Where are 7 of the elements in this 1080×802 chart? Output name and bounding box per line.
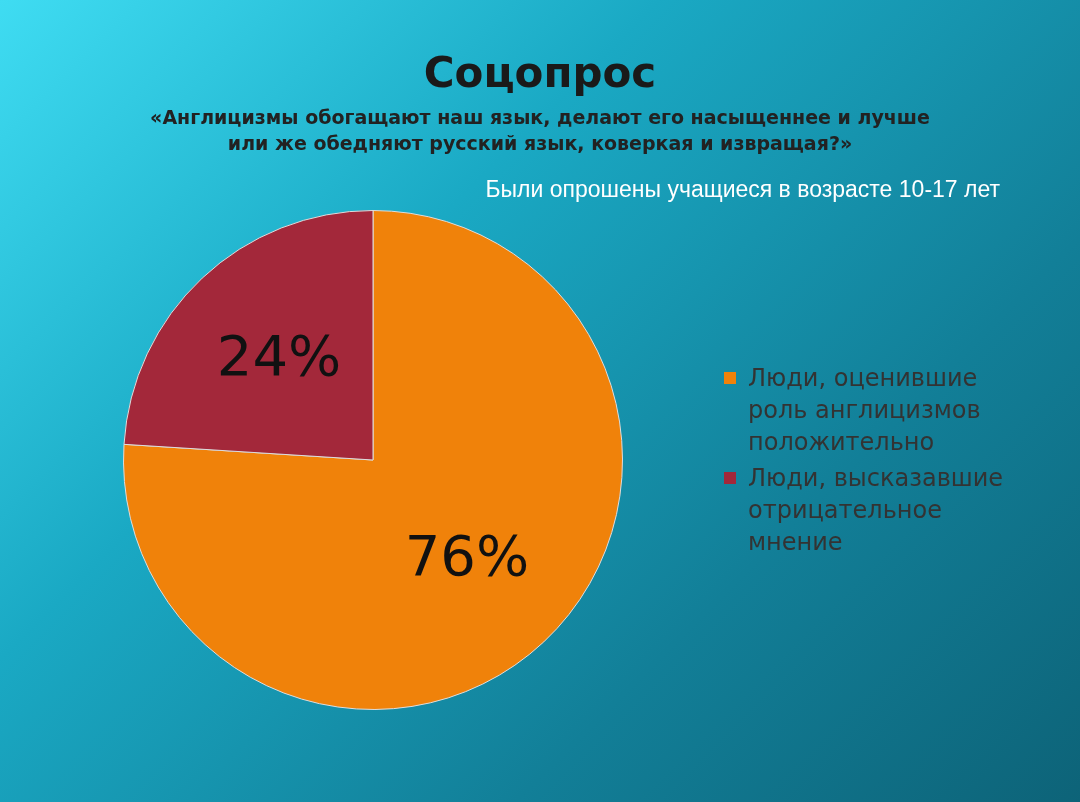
data-label: 24% bbox=[216, 322, 342, 388]
chart-title: Соцопрос bbox=[422, 48, 658, 97]
legend-label: Люди, высказавшие отрицательное мнение bbox=[748, 464, 1004, 556]
data-label: 76% bbox=[404, 522, 530, 588]
text: Были опрошены учащиеся в возрасте 10-17 лет bbox=[484, 176, 1000, 203]
chart-subtitle: «Англицизмы обогащают наш язык, делают его насыщеннее и лучше или же обедняют русский язык, коверкая и извращая?» bbox=[149, 105, 931, 156]
slice-label: Люди, оценившие роль англицизмов положительно bbox=[748, 364, 981, 456]
